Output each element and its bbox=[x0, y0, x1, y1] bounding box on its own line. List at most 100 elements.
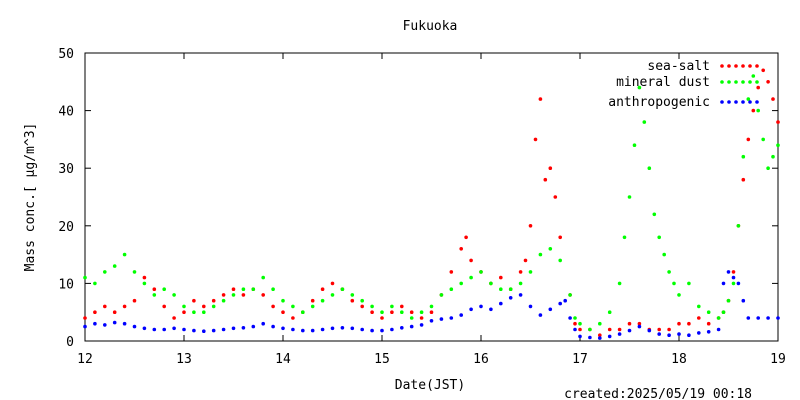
data-point-mineral-dust bbox=[370, 304, 374, 309]
data-point-anthropogenic bbox=[647, 328, 652, 333]
data-point-anthropogenic bbox=[607, 334, 612, 339]
data-point-sea-salt bbox=[751, 108, 756, 113]
data-point-mineral-dust bbox=[152, 293, 157, 297]
data-point-sea-salt bbox=[687, 321, 691, 326]
data-point-anthropogenic bbox=[439, 317, 444, 321]
x-tick-label: 14 bbox=[275, 352, 291, 367]
data-point-anthropogenic bbox=[776, 316, 780, 320]
data-point-anthropogenic bbox=[726, 270, 731, 274]
data-point-anthropogenic bbox=[83, 324, 87, 329]
data-point-anthropogenic bbox=[489, 307, 493, 312]
data-point-sea-salt bbox=[182, 310, 186, 315]
data-point-mineral-dust bbox=[766, 166, 770, 170]
data-point-mineral-dust bbox=[459, 281, 464, 286]
data-point-mineral-dust bbox=[578, 321, 582, 326]
data-point-sea-salt bbox=[459, 247, 464, 251]
x-tick-label: 17 bbox=[572, 352, 588, 367]
data-point-mineral-dust bbox=[642, 120, 647, 124]
data-point-sea-salt bbox=[261, 293, 266, 297]
data-point-mineral-dust bbox=[469, 275, 473, 280]
data-point-mineral-dust bbox=[617, 281, 622, 286]
y-axis-label: Mass conc.[ μg/m^3] bbox=[23, 123, 38, 272]
data-point-mineral-dust bbox=[439, 293, 444, 297]
data-point-mineral-dust bbox=[449, 287, 454, 292]
data-point-anthropogenic bbox=[548, 307, 553, 312]
data-point-sea-salt bbox=[598, 333, 602, 338]
data-point-anthropogenic bbox=[261, 321, 266, 326]
data-point-mineral-dust bbox=[241, 287, 246, 292]
data-point-sea-salt bbox=[429, 310, 434, 315]
data-point-mineral-dust bbox=[622, 235, 627, 240]
data-point-sea-salt bbox=[162, 304, 166, 309]
data-point-mineral-dust bbox=[83, 275, 87, 280]
data-point-mineral-dust bbox=[716, 316, 721, 320]
data-point-mineral-dust bbox=[548, 247, 553, 251]
data-point-anthropogenic bbox=[736, 281, 741, 286]
data-point-mineral-dust bbox=[93, 281, 97, 286]
data-point-mineral-dust bbox=[573, 316, 577, 320]
data-point-mineral-dust bbox=[142, 281, 147, 286]
data-point-sea-salt bbox=[573, 321, 577, 326]
data-point-anthropogenic bbox=[172, 326, 176, 331]
data-point-sea-salt bbox=[746, 137, 751, 142]
series-mineral-dust bbox=[83, 74, 780, 332]
data-point-mineral-dust bbox=[771, 154, 775, 159]
data-point-sea-salt bbox=[419, 316, 424, 320]
data-point-anthropogenic bbox=[152, 327, 157, 332]
data-point-mineral-dust bbox=[652, 212, 657, 217]
data-point-mineral-dust bbox=[400, 310, 404, 315]
data-point-anthropogenic bbox=[449, 316, 454, 320]
data-point-mineral-dust bbox=[662, 252, 666, 257]
data-point-anthropogenic bbox=[469, 307, 473, 312]
data-point-anthropogenic bbox=[320, 327, 325, 332]
data-point-mineral-dust bbox=[647, 166, 652, 170]
x-tick-label: 19 bbox=[770, 352, 786, 367]
data-point-sea-salt bbox=[771, 97, 775, 101]
legend-marker-sea-salt bbox=[755, 64, 759, 68]
legend-marker-mineral-dust bbox=[755, 80, 759, 84]
data-point-mineral-dust bbox=[231, 293, 236, 297]
data-point-mineral-dust bbox=[380, 310, 384, 315]
data-point-sea-salt bbox=[172, 316, 176, 320]
legend-marker-mineral-dust bbox=[734, 80, 738, 84]
x-tick-label: 12 bbox=[77, 352, 93, 367]
data-point-anthropogenic bbox=[340, 326, 345, 330]
data-point-anthropogenic bbox=[528, 304, 533, 309]
data-point-mineral-dust bbox=[409, 316, 414, 320]
data-point-mineral-dust bbox=[211, 304, 216, 309]
data-point-mineral-dust bbox=[360, 298, 365, 303]
data-point-mineral-dust bbox=[112, 264, 117, 268]
data-point-sea-salt bbox=[543, 177, 548, 182]
data-point-anthropogenic bbox=[687, 333, 691, 338]
data-point-sea-salt bbox=[558, 235, 562, 240]
data-point-sea-salt bbox=[518, 270, 523, 274]
chart-title: Fukuoka bbox=[403, 19, 458, 34]
legend-entry-mineral-dust: mineral dust bbox=[616, 75, 710, 90]
data-point-sea-salt bbox=[231, 287, 236, 292]
data-point-anthropogenic bbox=[429, 319, 434, 323]
data-point-mineral-dust bbox=[221, 298, 226, 303]
data-point-mineral-dust bbox=[419, 310, 424, 315]
data-point-sea-salt bbox=[271, 304, 275, 309]
data-point-mineral-dust bbox=[667, 270, 671, 274]
data-point-sea-salt bbox=[132, 298, 137, 303]
data-point-anthropogenic bbox=[627, 328, 632, 333]
data-point-sea-salt bbox=[627, 321, 632, 326]
data-point-mineral-dust bbox=[320, 298, 325, 303]
data-point-anthropogenic bbox=[132, 324, 137, 329]
data-point-anthropogenic bbox=[766, 316, 770, 320]
data-point-mineral-dust bbox=[330, 293, 335, 297]
data-point-sea-salt bbox=[83, 316, 87, 320]
data-point-sea-salt bbox=[776, 120, 780, 124]
data-point-anthropogenic bbox=[291, 327, 295, 332]
data-point-mineral-dust bbox=[202, 310, 206, 315]
y-tick-label: 30 bbox=[58, 162, 74, 177]
data-point-anthropogenic bbox=[251, 324, 256, 329]
legend-entry-sea-salt: sea-salt bbox=[647, 59, 710, 74]
data-point-mineral-dust bbox=[632, 143, 637, 147]
data-point-mineral-dust bbox=[637, 85, 642, 90]
data-point-mineral-dust bbox=[721, 310, 726, 315]
data-point-mineral-dust bbox=[627, 195, 632, 199]
legend-marker-anthropogenic bbox=[734, 100, 738, 104]
data-point-anthropogenic bbox=[211, 328, 216, 333]
